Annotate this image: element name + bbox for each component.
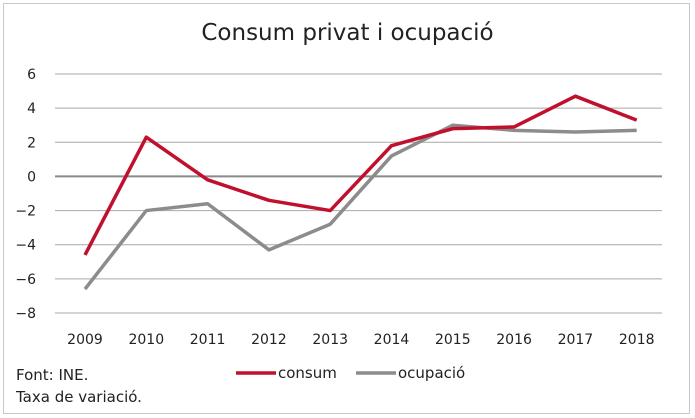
legend-label-ocupació: ocupació bbox=[398, 364, 465, 382]
y-tick-label: −2 bbox=[15, 204, 36, 220]
legend-label-consum: consum bbox=[278, 364, 337, 382]
y-tick-label: −8 bbox=[15, 306, 36, 322]
x-tick-label: 2013 bbox=[312, 332, 348, 348]
x-tick-label: 2010 bbox=[128, 332, 164, 348]
y-tick-label: 4 bbox=[27, 101, 36, 117]
source-note: Font: INE. bbox=[16, 366, 89, 384]
x-tick-label: 2011 bbox=[190, 332, 226, 348]
x-tick-label: 2012 bbox=[251, 332, 287, 348]
y-tick-label: −4 bbox=[15, 238, 36, 254]
x-tick-label: 2009 bbox=[67, 332, 103, 348]
variation-note: Taxa de variació. bbox=[16, 388, 142, 406]
y-tick-label: 6 bbox=[27, 67, 36, 83]
chart-title: Consum privat i ocupació bbox=[201, 20, 494, 46]
series-line-ocupació bbox=[83, 123, 637, 291]
y-tick-label: 2 bbox=[27, 135, 36, 151]
y-tick-label: −6 bbox=[15, 272, 36, 288]
x-tick-label: 2017 bbox=[558, 332, 594, 348]
x-tick-label: 2015 bbox=[435, 332, 471, 348]
x-tick-label: 2014 bbox=[374, 332, 410, 348]
series-line-consum bbox=[83, 94, 638, 256]
y-tick-label: 0 bbox=[27, 169, 36, 185]
x-tick-label: 2018 bbox=[619, 332, 655, 348]
x-tick-label: 2016 bbox=[496, 332, 532, 348]
